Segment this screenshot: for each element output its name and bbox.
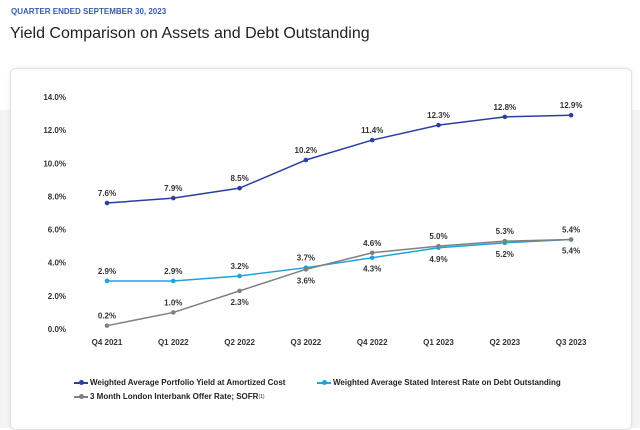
data-point xyxy=(436,122,441,128)
data-label: 7.9% xyxy=(164,184,182,193)
data-point xyxy=(303,267,309,272)
x-tick-label: Q4 2022 xyxy=(357,338,388,347)
data-label: 8.5% xyxy=(230,174,248,183)
data-point xyxy=(303,157,309,163)
legend-footnote: (1) xyxy=(258,393,265,400)
data-label: 5.4% xyxy=(562,247,580,256)
data-point xyxy=(104,278,110,284)
data-label: 3.7% xyxy=(297,254,315,263)
y-tick-label: 10.0% xyxy=(43,159,66,168)
data-label: 3.2% xyxy=(230,262,248,271)
data-label: 4.9% xyxy=(429,255,447,264)
legend-marker xyxy=(317,380,331,385)
data-point xyxy=(237,185,242,191)
data-point xyxy=(171,195,176,201)
data-label: 5.4% xyxy=(562,226,580,235)
page-title: Yield Comparison on Assets and Debt Outs… xyxy=(10,25,370,42)
data-label: 2.3% xyxy=(230,298,248,307)
series-line xyxy=(106,238,572,327)
legend-item-portfolio-yield: Weighted Average Portfolio Yield at Amor… xyxy=(74,378,285,387)
data-label: 3.6% xyxy=(297,276,315,285)
x-tick-label: Q1 2023 xyxy=(423,338,454,347)
data-label: 0.2% xyxy=(98,312,116,321)
y-tick-label: 8.0% xyxy=(48,192,66,201)
data-point xyxy=(104,323,110,328)
data-label: 12.8% xyxy=(493,103,516,112)
data-point xyxy=(237,288,242,294)
y-tick-label: 6.0% xyxy=(48,226,66,235)
data-point xyxy=(237,273,242,279)
x-tick-label: Q3 2023 xyxy=(556,338,587,347)
series-line xyxy=(107,238,572,282)
data-point xyxy=(369,250,375,256)
y-tick-label: 12.0% xyxy=(43,126,66,135)
data-label: 4.6% xyxy=(363,239,381,248)
data-point xyxy=(171,310,176,315)
legend-marker xyxy=(74,380,88,385)
x-tick-label: Q4 2021 xyxy=(92,338,123,347)
data-point xyxy=(171,278,176,284)
legend-label: 3 Month London Interbank Offer Rate; SOF… xyxy=(90,392,259,401)
legend-label: Weighted Average Stated Interest Rate on… xyxy=(333,378,561,387)
data-point xyxy=(502,114,508,120)
data-label: 7.6% xyxy=(98,189,116,198)
data-label: 2.9% xyxy=(164,267,182,276)
data-label: 12.9% xyxy=(560,101,583,110)
data-point xyxy=(568,112,574,118)
data-label: 1.0% xyxy=(164,298,182,307)
x-tick-label: Q2 2023 xyxy=(489,338,520,347)
data-label: 12.3% xyxy=(427,111,450,120)
legend-item-sofr: 3 Month London Interbank Offer Rate; SOF… xyxy=(74,392,265,401)
data-point xyxy=(104,200,110,206)
data-point xyxy=(369,137,375,143)
data-label: 4.3% xyxy=(363,265,381,274)
data-label: 5.3% xyxy=(496,227,514,236)
y-tick-label: 4.0% xyxy=(48,259,66,268)
series-line xyxy=(106,114,572,204)
data-label: 10.2% xyxy=(295,146,318,155)
data-point xyxy=(502,238,508,244)
data-label: 2.9% xyxy=(98,267,116,276)
data-label: 11.4% xyxy=(361,126,383,135)
y-tick-label: 0.0% xyxy=(48,325,66,334)
x-tick-label: Q3 2022 xyxy=(291,338,322,347)
x-tick-label: Q2 2022 xyxy=(224,338,255,347)
chart-card xyxy=(10,68,632,430)
page-supertitle: QUARTER ENDED SEPTEMBER 30, 2023 xyxy=(11,7,167,16)
x-tick-label: Q1 2022 xyxy=(158,338,189,347)
data-label: 5.2% xyxy=(496,250,514,259)
legend-marker xyxy=(74,394,88,399)
legend-label: Weighted Average Portfolio Yield at Amor… xyxy=(90,378,286,387)
data-point xyxy=(568,237,574,242)
data-label: 5.0% xyxy=(429,232,447,241)
y-tick-label: 2.0% xyxy=(48,292,66,301)
legend-item-debt-rate: Weighted Average Stated Interest Rate on… xyxy=(317,378,561,387)
data-point xyxy=(369,255,375,261)
data-point xyxy=(436,243,441,249)
y-tick-label: 14.0% xyxy=(43,93,66,102)
